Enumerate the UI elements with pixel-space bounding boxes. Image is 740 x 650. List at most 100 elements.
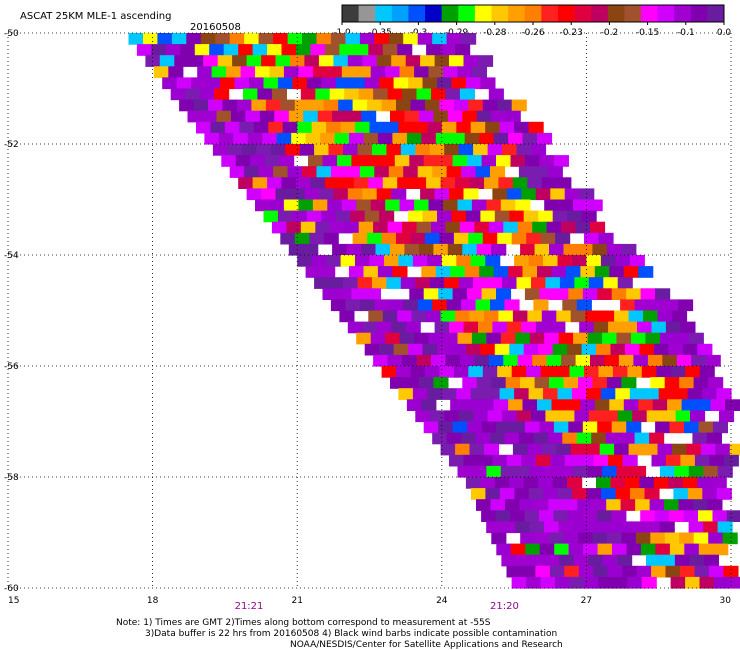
data-cell: [445, 88, 461, 101]
data-cell: [556, 310, 572, 323]
time-label: 21:21: [235, 601, 264, 612]
data-cell: [365, 288, 381, 300]
data-cell: [459, 221, 475, 234]
data-cell: [353, 44, 369, 56]
data-cell: [602, 554, 618, 567]
data-cell: [578, 532, 594, 545]
data-cell: [531, 144, 547, 156]
data-cell: [345, 166, 361, 178]
data-cell: [502, 144, 518, 156]
data-cell: [539, 421, 555, 434]
data-cell: [446, 432, 462, 445]
data-cell: [555, 232, 571, 245]
data-cell: [468, 99, 484, 112]
data-cell: [387, 88, 403, 101]
data-cell: [417, 166, 433, 178]
data-cell: [377, 266, 393, 278]
data-cell: [481, 155, 497, 167]
data-cell: [462, 110, 478, 123]
data-cell: [480, 77, 496, 90]
data-cell: [230, 110, 246, 123]
data-cell: [563, 243, 579, 256]
data-cell: [697, 477, 713, 489]
data-cell: [512, 310, 528, 323]
data-cell: [638, 266, 654, 278]
data-cell: [670, 576, 686, 589]
data-cell: [321, 210, 337, 223]
data-cell: [197, 66, 213, 78]
data-cell: [214, 88, 230, 101]
data-cell: [309, 232, 325, 245]
data-cell: [567, 210, 583, 223]
data-cell: [332, 110, 348, 123]
data-cell: [411, 310, 427, 323]
data-cell: [602, 465, 618, 478]
data-cell: [174, 55, 190, 67]
data-cell: [353, 177, 369, 189]
data-cell: [641, 576, 657, 589]
data-cell: [582, 288, 598, 300]
data-cell: [292, 210, 308, 223]
data-cell: [719, 410, 735, 423]
colorbar-label: -0.26: [521, 28, 545, 38]
data-cell: [583, 576, 599, 589]
data-cell: [674, 554, 690, 567]
data-cell: [438, 288, 454, 300]
data-cell: [463, 55, 479, 67]
data-cell: [669, 421, 685, 434]
data-cell: [544, 521, 560, 534]
data-cell: [667, 399, 683, 411]
data-cell: [559, 277, 575, 289]
data-cell: [151, 44, 167, 56]
data-cell: [291, 132, 307, 145]
data-cell: [433, 110, 449, 123]
data-cell: [632, 410, 648, 423]
data-cell: [515, 465, 531, 478]
data-cell: [322, 288, 338, 300]
data-cell: [451, 210, 467, 223]
data-cell: [481, 421, 497, 434]
data-cell: [351, 288, 367, 300]
data-cell: [459, 88, 475, 101]
data-cell: [428, 66, 444, 78]
data-cell: [373, 221, 389, 234]
data-cell: [655, 288, 671, 300]
data-cell: [315, 221, 331, 234]
data-cell: [688, 521, 704, 534]
data-cell: [434, 321, 450, 334]
data-cell: [314, 277, 330, 289]
data-cell: [329, 221, 345, 234]
data-cell: [239, 121, 255, 134]
data-cell: [437, 210, 453, 223]
data-cell: [359, 299, 375, 312]
data-cell: [338, 99, 354, 112]
data-cell: [374, 299, 390, 312]
data-cell: [598, 576, 614, 589]
data-cell: [708, 377, 724, 389]
data-cell: [455, 443, 471, 456]
data-cell: [223, 44, 239, 56]
data-cell: [510, 510, 526, 522]
data-cell: [343, 277, 359, 289]
colorbar-swatch: [607, 5, 625, 22]
data-cell: [559, 410, 575, 423]
data-cell: [379, 77, 395, 90]
data-cell: [579, 321, 595, 334]
data-cell: [200, 33, 216, 45]
data-cell: [323, 232, 339, 245]
data-cell: [665, 321, 681, 334]
data-cell: [665, 454, 681, 467]
data-cell: [327, 199, 343, 212]
data-cell: [408, 77, 424, 90]
data-cell: [616, 332, 632, 345]
data-cell: [529, 521, 545, 534]
data-cell: [605, 432, 621, 445]
data-cell: [703, 521, 719, 534]
data-cell: [608, 321, 624, 334]
data-cell: [606, 532, 622, 545]
x-tick-label: 15: [8, 596, 19, 606]
data-cell: [273, 33, 289, 45]
data-cell: [546, 221, 562, 234]
data-cell: [629, 255, 645, 267]
data-cell: [585, 443, 601, 456]
